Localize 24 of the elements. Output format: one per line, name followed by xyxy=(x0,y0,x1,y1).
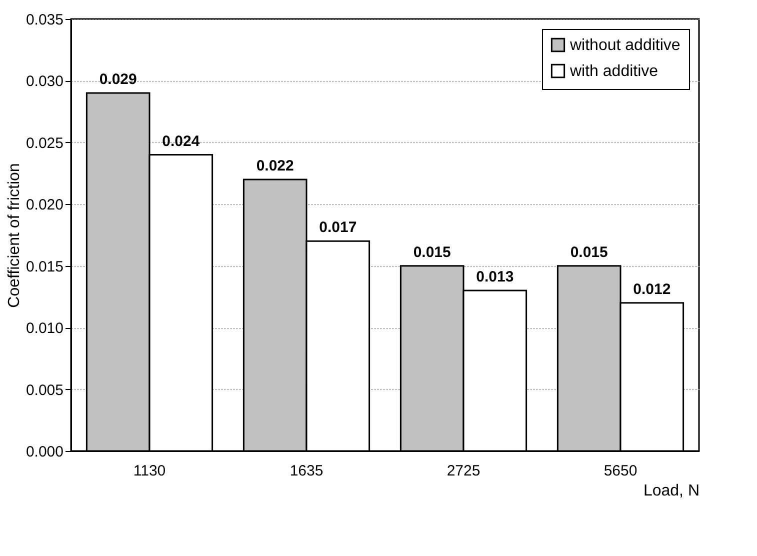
data-label: 0.015 xyxy=(570,244,608,261)
data-label: 0.017 xyxy=(319,219,357,236)
y-tick-label: 0.025 xyxy=(26,134,64,152)
y-tick-label: 0.035 xyxy=(26,12,64,28)
data-label: 0.012 xyxy=(633,280,671,298)
data-label: 0.015 xyxy=(413,244,451,261)
x-tick-label: 1635 xyxy=(290,462,324,480)
y-tick-label: 0.020 xyxy=(26,196,64,214)
y-tick-label: 0.005 xyxy=(26,382,64,399)
y-axis-title: Coefficient of friction xyxy=(6,163,23,308)
y-tick-label: 0.000 xyxy=(26,444,64,460)
x-axis-title: Load, N xyxy=(643,482,700,500)
x-tick-label: 1130 xyxy=(133,462,166,480)
data-label: 0.024 xyxy=(162,132,200,150)
data-label: 0.022 xyxy=(256,157,294,174)
legend-label: without additive xyxy=(569,37,680,54)
y-tick-label: 0.030 xyxy=(26,73,64,90)
y-tick-label: 0.010 xyxy=(26,320,64,338)
x-tick-label: 5650 xyxy=(604,462,638,480)
data-label: 0.029 xyxy=(99,71,137,88)
data-label: 0.013 xyxy=(476,268,514,286)
legend-label: with additive xyxy=(569,63,658,80)
x-tick-label: 2725 xyxy=(446,462,480,480)
y-tick-label: 0.015 xyxy=(26,258,64,276)
